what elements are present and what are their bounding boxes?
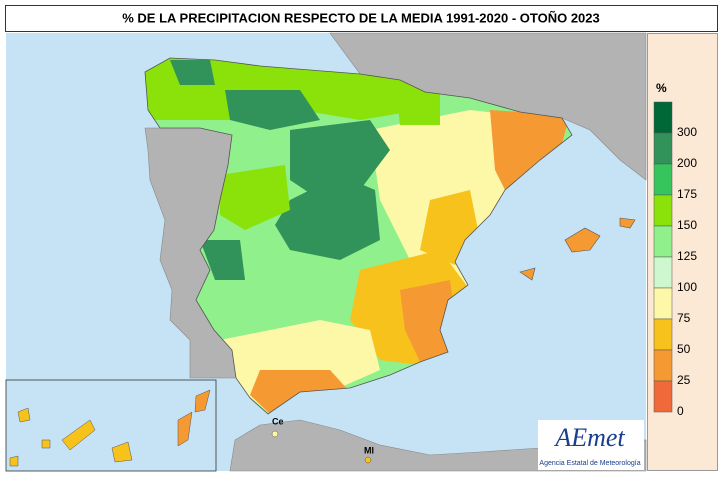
legend: 300 200 175 150 125 100 75 50 25 0	[653, 101, 697, 418]
melilla	[364, 456, 372, 464]
legend-swatch	[653, 380, 673, 413]
ibiza	[519, 267, 536, 281]
legend-label: 200	[677, 156, 697, 170]
island	[41, 439, 51, 449]
island	[17, 407, 31, 423]
legend-swatch	[653, 287, 673, 320]
logo-subtitle: Agencia Estatal de Meteorología	[539, 460, 640, 467]
legend-label: 125	[677, 249, 697, 263]
legend-label: 150	[677, 218, 697, 232]
mallorca	[564, 227, 601, 253]
island	[194, 389, 211, 413]
place-label: Ce	[272, 416, 284, 426]
title-box	[5, 5, 718, 32]
legend-label: 50	[677, 342, 691, 356]
legend-swatch	[653, 163, 673, 196]
legend-swatch	[653, 318, 673, 351]
legend-swatch	[653, 349, 673, 382]
island	[61, 419, 96, 451]
legend-swatch	[653, 101, 673, 134]
place-label: Ml	[364, 445, 374, 455]
legend-label: 300	[677, 125, 697, 139]
menorca	[619, 217, 636, 229]
spain-outline	[144, 57, 573, 415]
legend-label: 175	[677, 187, 697, 201]
legend-unit: %	[656, 81, 667, 95]
legend-label: 75	[677, 311, 691, 325]
island	[9, 455, 19, 467]
logo-box	[538, 420, 644, 470]
title: % DE LA PRECIPITACION RESPECTO DE LA MED…	[122, 10, 600, 25]
legend-swatch	[653, 256, 673, 289]
logo-name: AEmet	[553, 423, 625, 452]
legend-label: 0	[677, 404, 684, 418]
legend-label: 25	[677, 373, 691, 387]
island	[111, 441, 133, 463]
legend-swatch	[653, 225, 673, 258]
island	[177, 411, 193, 447]
ceuta	[271, 430, 279, 438]
legend-swatch	[653, 132, 673, 165]
legend-swatch	[653, 194, 673, 227]
legend-label: 100	[677, 280, 697, 294]
